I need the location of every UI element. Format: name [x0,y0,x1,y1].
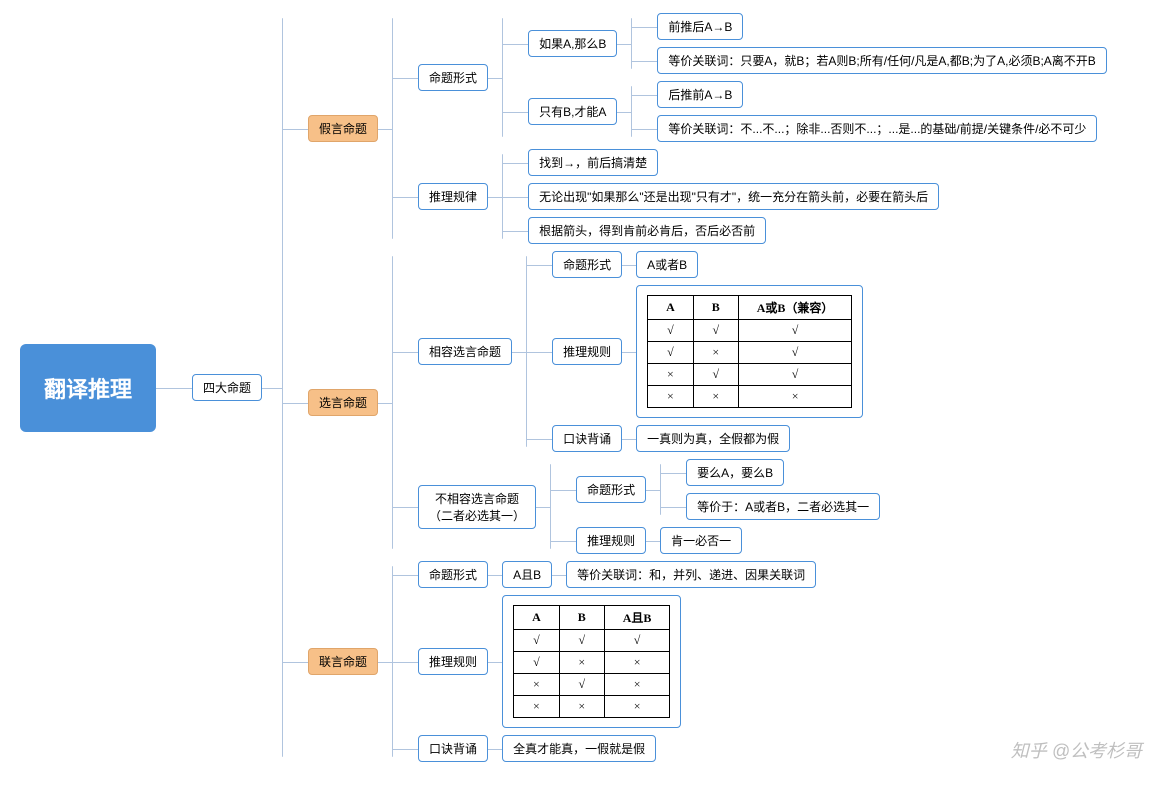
bxr-tuili: 推理规则 [576,527,646,554]
ly-mingti-val: A且B [502,561,552,588]
bxr-tuili-val: 肯一必否一 [660,527,742,554]
lianyan-node: 联言命题 [308,648,378,675]
jy-tuili-1: 找到→，前后搞清楚 [528,149,658,176]
xr-mingti-val: A或者B [636,251,698,278]
zhiyou-c2: 等价关联词：不...不...；除非...否则不...；...是...的基础/前提… [657,115,1097,142]
mindmap-root: 翻译推理 四大命题 假言命题 命题形式 如果A [0,0,1162,775]
ly-table: ABA且B√√√√×××√×××× [502,595,681,728]
xr-koujue: 口诀背诵 [552,425,622,452]
xr-koujue-val: 一真则为真，全假都为假 [636,425,790,452]
xuanyan-node: 选言命题 [308,389,378,416]
zhiyou-node: 只有B,才能A [528,98,617,125]
ruguo-node: 如果A,那么B [528,30,617,57]
ly-tuili: 推理规则 [418,648,488,675]
ly-mingti: 命题形式 [418,561,488,588]
xiangrong-node: 相容选言命题 [418,338,512,365]
jy-tuili-3: 根据箭头，得到肯前必肯后，否后必否前 [528,217,766,244]
watermark: 知乎 @公考杉哥 [1011,737,1142,763]
buxiangrong-node: 不相容选言命题 （二者必选其一） [418,485,536,529]
jy-tuili-2: 无论出现"如果那么"还是出现"只有才"，统一充分在箭头前，必要在箭头后 [528,183,939,210]
bxr-m-c2: 等价于：A或者B，二者必选其一 [686,493,880,520]
jiayen-mingti: 命题形式 [418,64,488,91]
root-node: 翻译推理 [20,344,156,432]
bxr-mingti: 命题形式 [576,476,646,503]
jiayen-node: 假言命题 [308,115,378,142]
zhiyou-c1: 后推前A→B [657,81,743,108]
jiayen-tuili: 推理规律 [418,183,488,210]
ruguo-c2: 等价关联词：只要A，就B；若A则B;所有/任何/凡是A,都B;为了A,必须B;A… [657,47,1106,74]
ly-mingti-extra: 等价关联词：和，并列、递进、因果关联词 [566,561,816,588]
xr-table: ABA或B（兼容）√√√√×√×√√××× [636,285,863,418]
ruguo-c1: 前推后A→B [657,13,743,40]
level2-node: 四大命题 [192,374,262,401]
bxr-m-c1: 要么A，要么B [686,459,784,486]
xr-mingti: 命题形式 [552,251,622,278]
ly-koujue: 口诀背诵 [418,735,488,762]
ly-koujue-val: 全真才能真，一假就是假 [502,735,656,762]
xr-tuili: 推理规则 [552,338,622,365]
